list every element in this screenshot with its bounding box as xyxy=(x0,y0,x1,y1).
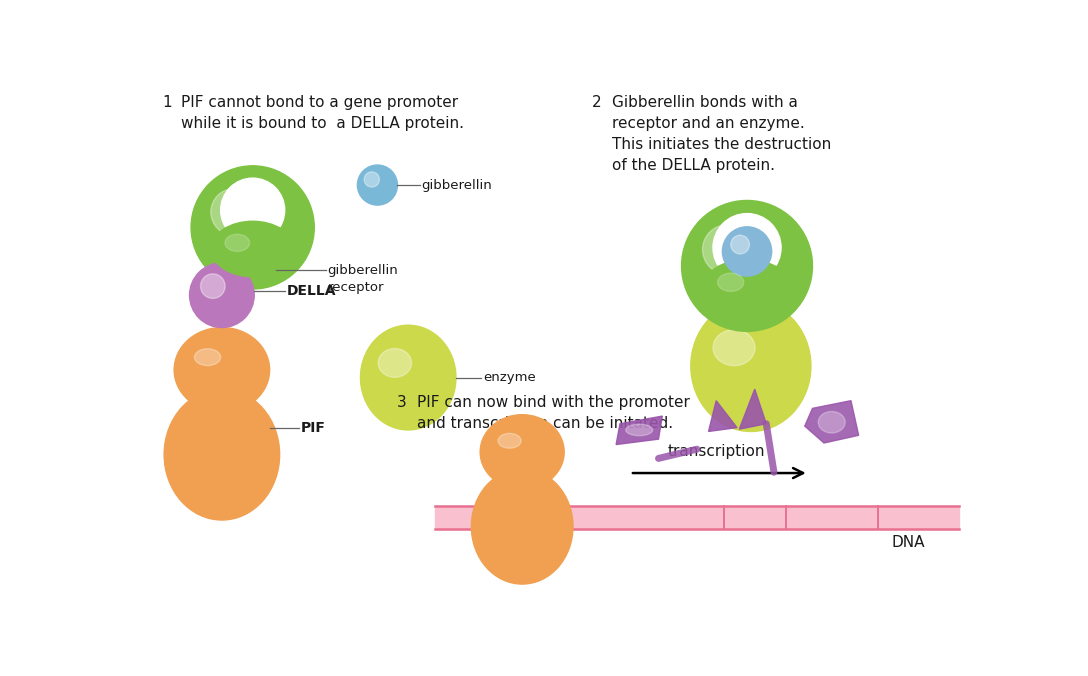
Circle shape xyxy=(364,172,380,187)
FancyBboxPatch shape xyxy=(189,370,255,454)
Ellipse shape xyxy=(211,221,294,276)
Ellipse shape xyxy=(480,414,565,489)
Circle shape xyxy=(191,166,314,289)
Text: PIF: PIF xyxy=(300,420,325,435)
Text: gibberellin
receptor: gibberellin receptor xyxy=(327,264,398,293)
Polygon shape xyxy=(616,416,663,445)
Ellipse shape xyxy=(225,234,249,251)
Circle shape xyxy=(357,165,397,205)
Text: 1: 1 xyxy=(162,95,172,110)
Ellipse shape xyxy=(195,349,221,366)
Ellipse shape xyxy=(494,459,551,520)
Ellipse shape xyxy=(189,378,255,447)
Text: 3: 3 xyxy=(397,395,407,410)
Ellipse shape xyxy=(713,330,755,366)
Ellipse shape xyxy=(174,327,270,412)
Ellipse shape xyxy=(164,389,280,520)
Circle shape xyxy=(722,227,771,276)
Ellipse shape xyxy=(718,273,744,291)
FancyBboxPatch shape xyxy=(494,452,551,527)
Ellipse shape xyxy=(498,433,521,448)
Bar xyxy=(435,506,959,529)
Ellipse shape xyxy=(379,349,411,377)
Text: transcription: transcription xyxy=(667,444,765,459)
Text: PIF cannot bond to a gene promoter
while it is bound to  a DELLA protein.: PIF cannot bond to a gene promoter while… xyxy=(181,95,465,131)
Polygon shape xyxy=(805,401,858,443)
Circle shape xyxy=(703,224,752,274)
Ellipse shape xyxy=(471,469,573,584)
Circle shape xyxy=(731,235,750,254)
Polygon shape xyxy=(708,401,737,431)
Ellipse shape xyxy=(703,260,791,318)
Text: DNA: DNA xyxy=(892,535,925,550)
Text: 2: 2 xyxy=(592,95,601,110)
Ellipse shape xyxy=(360,325,456,430)
Circle shape xyxy=(681,201,813,331)
Circle shape xyxy=(189,263,255,327)
Ellipse shape xyxy=(818,412,845,433)
Text: DELLA: DELLA xyxy=(286,285,336,298)
Text: PIF can now bind with the promoter
and transcription can be initated.: PIF can now bind with the promoter and t… xyxy=(418,395,690,431)
Text: enzyme: enzyme xyxy=(483,371,535,384)
Circle shape xyxy=(221,178,285,242)
Ellipse shape xyxy=(626,424,653,436)
Text: gibberellin: gibberellin xyxy=(421,178,492,191)
Text: Gibberellin bonds with a
receptor and an enzyme.
This initiates the destruction
: Gibberellin bonds with a receptor and an… xyxy=(613,95,831,173)
Polygon shape xyxy=(740,389,766,429)
Circle shape xyxy=(200,274,225,298)
Circle shape xyxy=(211,189,258,235)
Ellipse shape xyxy=(691,301,811,431)
Circle shape xyxy=(713,214,781,282)
